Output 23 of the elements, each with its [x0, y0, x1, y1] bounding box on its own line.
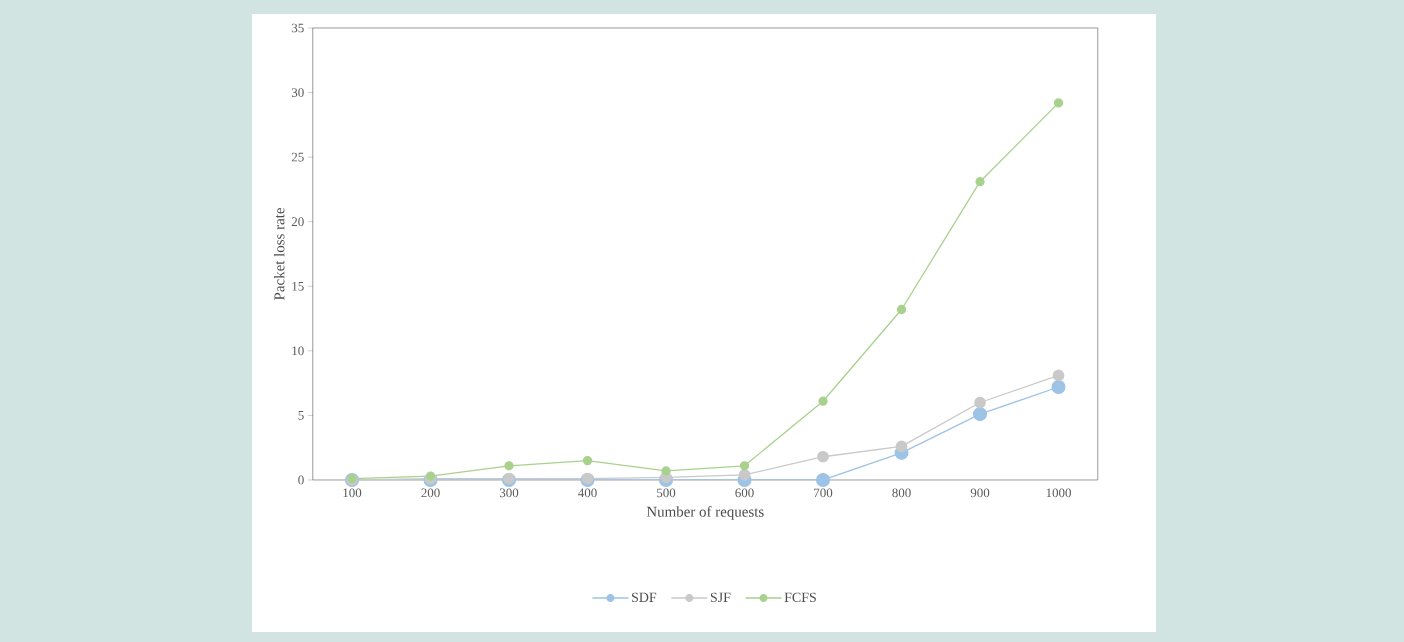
- legend-label: SDF: [632, 592, 657, 603]
- x-tick-label: 800: [892, 488, 911, 498]
- legend-label: FCFS: [784, 592, 816, 603]
- x-tick-label: 1000: [1046, 488, 1071, 498]
- x-tick-label: 600: [735, 488, 754, 498]
- y-tick-label: 20: [291, 217, 304, 227]
- legend-label: SJF: [710, 592, 731, 603]
- y-tick-label: 30: [291, 88, 304, 97]
- y-tick-label: 25: [291, 152, 304, 162]
- x-axis-title: Number of requests: [646, 506, 764, 520]
- y-tick-label: 15: [292, 281, 304, 291]
- x-tick-label: 200: [421, 488, 440, 498]
- x-tick-label: 700: [814, 488, 833, 498]
- y-tick-label: 5: [298, 411, 304, 420]
- x-tick-label: 400: [578, 488, 597, 498]
- x-tick-label: 500: [657, 488, 676, 498]
- x-tick-label: 300: [499, 488, 519, 498]
- x-tick-label: 900: [970, 488, 990, 498]
- x-tick-label: 100: [343, 488, 362, 498]
- y-tick-label: 10: [292, 346, 304, 356]
- y-axis-title: Packet loss rate: [273, 208, 285, 301]
- y-tick-label: 0: [298, 475, 304, 485]
- y-tick-label: 35: [291, 23, 304, 33]
